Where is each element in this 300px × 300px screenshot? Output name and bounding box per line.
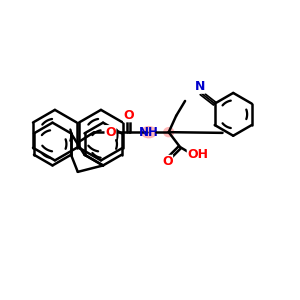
Ellipse shape xyxy=(163,127,174,137)
Text: O: O xyxy=(105,126,116,139)
Text: NH: NH xyxy=(139,126,159,139)
Text: O: O xyxy=(124,109,134,122)
Text: O: O xyxy=(162,155,172,168)
Text: OH: OH xyxy=(188,148,208,161)
Text: N: N xyxy=(195,80,205,93)
Ellipse shape xyxy=(141,126,157,138)
